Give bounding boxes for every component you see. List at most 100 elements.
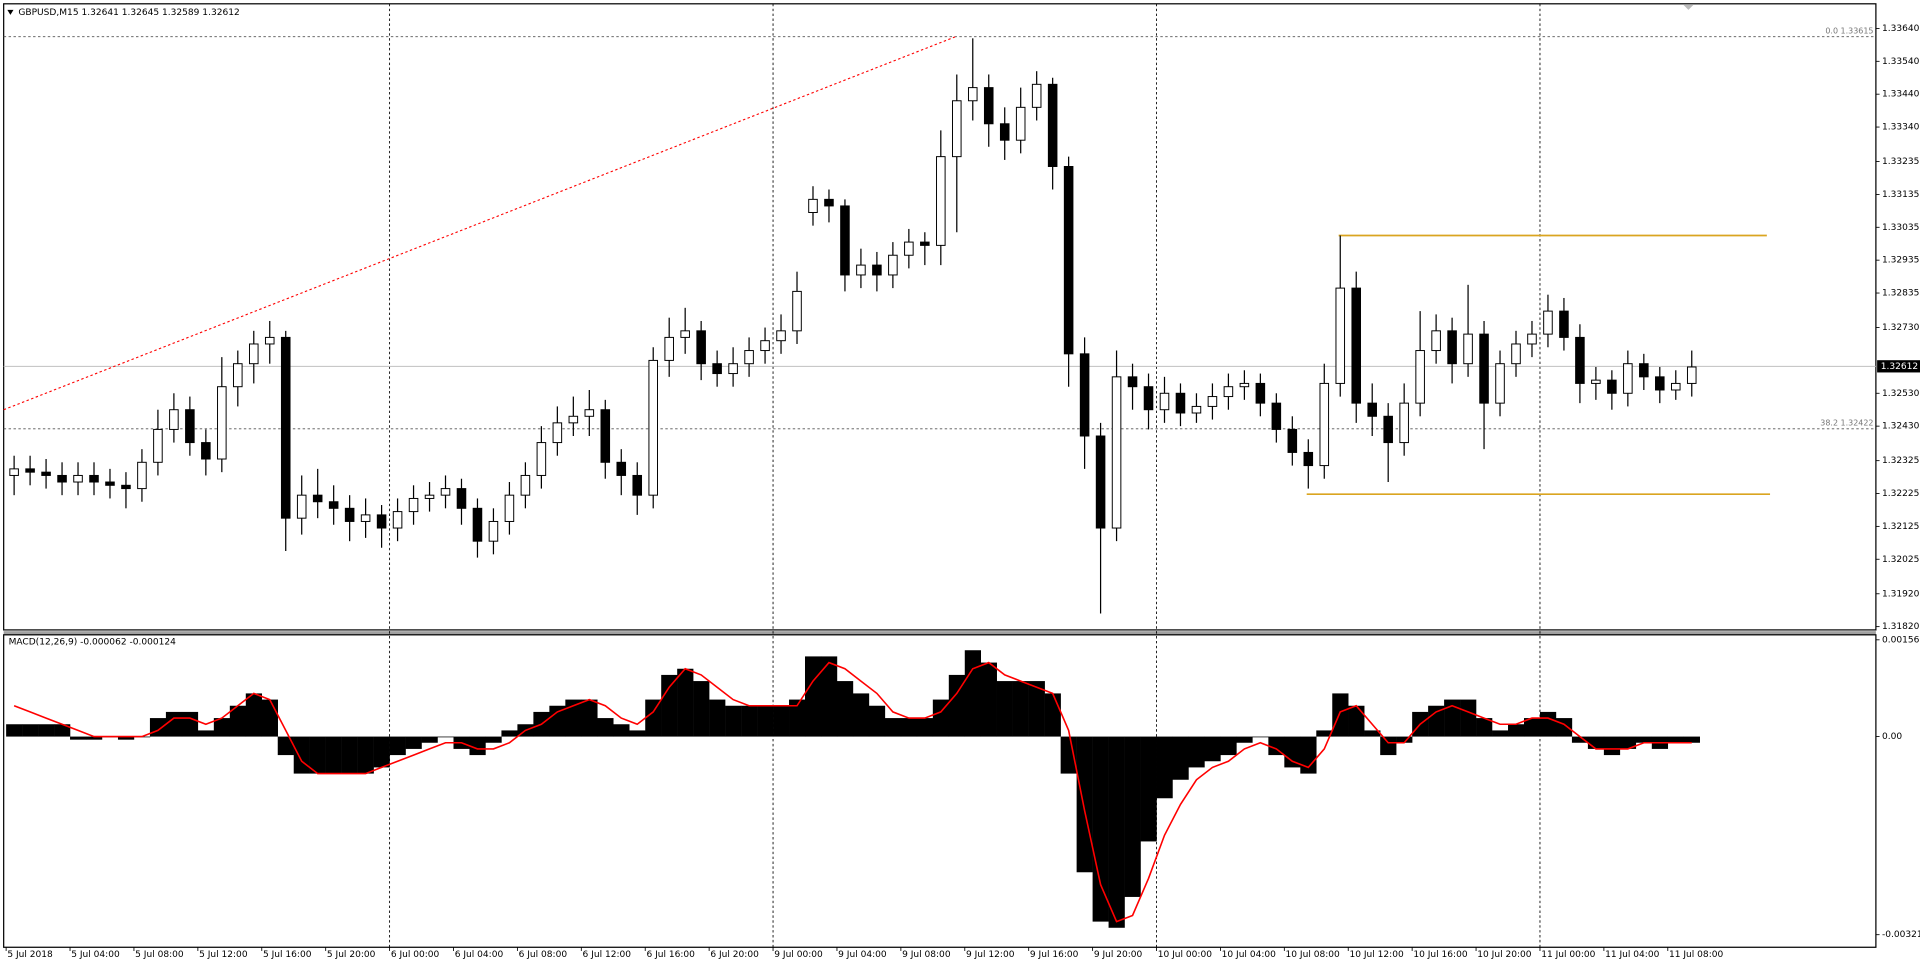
macd-bar xyxy=(597,718,614,737)
candle-body xyxy=(967,87,978,102)
macd-bar xyxy=(1236,736,1253,743)
candle-body xyxy=(872,264,882,276)
macd-bar xyxy=(1380,736,1397,756)
macd-bar xyxy=(1635,736,1653,743)
macd-bar xyxy=(501,730,518,737)
macd-bar xyxy=(805,656,822,737)
candle-body xyxy=(328,501,339,509)
y-tick-label: 1.33340 xyxy=(1882,123,1920,133)
x-tick-label: 5 Jul 16:00 xyxy=(263,950,312,960)
candle-body xyxy=(1639,363,1649,378)
candle-body xyxy=(1399,402,1409,444)
candle-body xyxy=(264,336,275,345)
menu-triangle[interactable] xyxy=(7,9,14,15)
candle-body xyxy=(73,474,83,483)
macd-bar xyxy=(165,711,183,737)
macd-bar xyxy=(117,736,135,740)
macd-bar xyxy=(341,736,358,774)
price-tag-label: 1.32612 xyxy=(1881,362,1918,372)
macd-bar xyxy=(725,705,742,737)
candle-body xyxy=(520,474,531,496)
candle-body xyxy=(1079,353,1090,437)
macd-bar xyxy=(677,668,694,737)
candle-body xyxy=(648,359,658,496)
candle-body xyxy=(1607,379,1617,394)
macd-bar xyxy=(645,699,662,737)
candle-body xyxy=(792,290,802,332)
macd-bar xyxy=(1539,711,1557,737)
main-frame xyxy=(3,3,1877,631)
candle-body xyxy=(1063,166,1074,355)
macd-bar xyxy=(932,699,950,737)
candle-body xyxy=(999,123,1010,141)
candle-body xyxy=(1175,392,1186,414)
macd-bar xyxy=(629,730,646,737)
candle-body xyxy=(1111,376,1122,529)
macd-bar xyxy=(1268,736,1285,756)
macd-bar xyxy=(1252,736,1269,738)
y-tick-label: 1.33540 xyxy=(1882,57,1920,67)
macd-bar xyxy=(70,736,87,740)
y-tick-label: 1.33135 xyxy=(1882,190,1919,200)
scroll-marker xyxy=(1683,5,1694,10)
macd-bar xyxy=(836,681,854,737)
chart-title: GBPUSD,M15 1.32641 1.32645 1.32589 1.326… xyxy=(18,8,239,18)
y-tick-label: 1.32430 xyxy=(1882,422,1920,432)
x-tick-label: 11 Jul 04:00 xyxy=(1605,950,1659,960)
candle-body xyxy=(632,474,643,496)
macd-bar xyxy=(1220,736,1237,756)
macd-bar xyxy=(245,693,263,737)
macd-bar xyxy=(1156,736,1173,799)
macd-bar xyxy=(325,736,342,774)
y-tick-label: 1.32225 xyxy=(1882,489,1919,499)
macd-bar xyxy=(309,736,326,774)
candle-body xyxy=(344,507,355,522)
macd-bar xyxy=(549,705,566,737)
x-tick-label: 11 Jul 08:00 xyxy=(1669,950,1723,960)
macd-bar xyxy=(789,699,806,737)
x-tick-label: 9 Jul 12:00 xyxy=(966,950,1015,960)
candle-body xyxy=(568,415,579,424)
macd-bar xyxy=(852,693,870,737)
candle-body xyxy=(1479,333,1489,404)
x-tick-label: 9 Jul 16:00 xyxy=(1030,950,1079,960)
candle-body xyxy=(1255,382,1266,404)
y-tick-label: -0.003212 xyxy=(1882,930,1920,940)
macd-bar xyxy=(1076,736,1093,873)
candle-body xyxy=(296,494,307,519)
macd-bar xyxy=(389,736,406,756)
x-tick-label: 6 Jul 12:00 xyxy=(583,950,632,960)
candle-body xyxy=(1463,333,1473,365)
candle-body xyxy=(105,481,115,486)
candle-body xyxy=(1686,366,1697,384)
macd-bar xyxy=(1092,736,1109,922)
macd-bar xyxy=(1683,736,1700,743)
fib-label: 0.0 1.33615 xyxy=(1825,26,1873,35)
macd-bar xyxy=(469,736,486,756)
macd-bar xyxy=(1508,724,1525,737)
candle-body xyxy=(1415,350,1425,404)
y-tick-label: 1.31820 xyxy=(1882,622,1920,632)
candle-body xyxy=(1543,310,1553,335)
fib-price: 1.32422 xyxy=(1841,418,1874,427)
candle-body xyxy=(1207,396,1218,407)
candle-body xyxy=(1655,376,1665,391)
candle-body xyxy=(185,409,195,444)
candle-body xyxy=(1495,363,1505,404)
macd-bar xyxy=(1555,718,1573,737)
candle-body xyxy=(1015,106,1026,141)
plot-layer: 5 Jul 2018 5 Jul 04:00 5 Jul 08:00 5 Jul 12… xyxy=(3,3,1920,960)
macd-bar xyxy=(1523,718,1541,737)
macd-bar xyxy=(373,736,390,768)
candle-body xyxy=(1335,287,1346,384)
candle-body xyxy=(744,350,754,365)
candle-body xyxy=(1319,382,1330,467)
candle-body xyxy=(201,442,211,460)
macd-bar xyxy=(22,724,39,737)
candle-body xyxy=(1383,415,1393,444)
candle-body xyxy=(456,488,467,509)
candle-body xyxy=(728,363,738,375)
macd-bar xyxy=(1587,736,1605,749)
macd-bar xyxy=(54,724,71,737)
x-tick-label: 6 Jul 20:00 xyxy=(710,950,759,960)
